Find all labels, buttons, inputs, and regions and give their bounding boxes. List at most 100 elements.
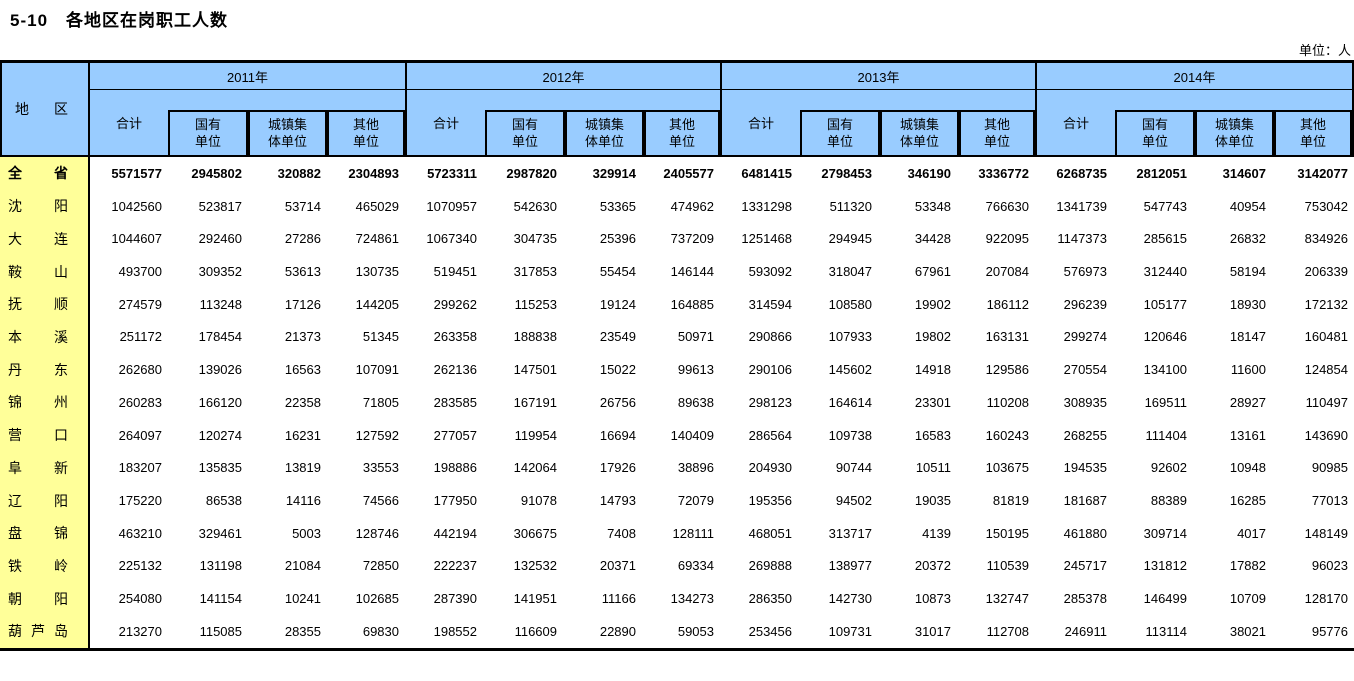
value-cell-葫芦岛-2012-other-units: 59053	[677, 623, 714, 639]
value-cell-丹东-2014-total: 270554	[1063, 362, 1107, 378]
subcolumn-header-line: 单位	[1141, 133, 1168, 149]
value-cell-朝阳-2012-urban-collective-units: 11166	[601, 591, 636, 607]
subcolumn-header-line: 单位	[194, 133, 221, 149]
subcolumn-header-total: 合计	[432, 116, 459, 131]
value-cell-朝阳-2014-other-units: 128170	[1304, 591, 1348, 607]
value-cell-大连-2014-urban-collective-units: 26832	[1229, 231, 1266, 247]
value-cell-大连-2013-state-owned-units: 294945	[828, 231, 872, 247]
value-cell-丹东-2013-urban-collective-units: 14918	[914, 362, 951, 378]
value-cell-朝阳-2011-other-units: 102685	[355, 591, 399, 607]
subcolumn-header-line: 单位	[983, 133, 1010, 149]
value-cell-葫芦岛-2011-urban-collective-units: 28355	[284, 623, 321, 639]
subcolumn-header-line: 单位	[668, 133, 695, 149]
value-cell-本溪-2013-total: 290866	[748, 329, 792, 345]
value-cell-盘锦-2011-other-units: 128746	[355, 525, 399, 541]
value-cell-辽阳-2011-state-owned-units: 86538	[205, 493, 242, 509]
value-cell-大连-2014-other-units: 834926	[1304, 231, 1348, 247]
value-cell-阜新-2012-urban-collective-units: 17926	[599, 460, 636, 476]
value-cell-全省-2014-state-owned-units: 2812051	[1136, 165, 1187, 181]
region-name-char: 沈	[8, 198, 22, 215]
value-cell-辽阳-2014-other-units: 77013	[1311, 493, 1348, 509]
value-cell-鞍山-2012-total: 519451	[433, 264, 477, 280]
year-header: 2012年	[407, 63, 720, 90]
region-name-char: 区	[54, 101, 68, 117]
value-cell-鞍山-2012-urban-collective-units: 55454	[599, 264, 636, 280]
value-cell-盘锦-2013-state-owned-units: 313717	[828, 525, 872, 541]
value-cell-丹东-2012-urban-collective-units: 15022	[599, 362, 636, 378]
value-cell-锦州-2012-state-owned-units: 167191	[513, 394, 557, 410]
subcolumn-header-urban-collective-units: 城镇集 体单位	[248, 110, 327, 155]
value-cell-大连-2011-urban-collective-units: 27286	[284, 231, 321, 247]
value-cell-丹东-2011-urban-collective-units: 16563	[284, 362, 321, 378]
subcolumn-header-line: 国有	[826, 116, 853, 132]
value-cell-阜新-2011-total: 183207	[118, 460, 162, 476]
value-cell-营口-2014-state-owned-units: 111404	[1145, 427, 1187, 443]
year-header: 2011年	[90, 63, 405, 90]
region-name-char: 岛	[54, 623, 68, 640]
region-name-char: 阳	[54, 198, 68, 215]
value-cell-沈阳-2011-urban-collective-units: 53714	[284, 198, 321, 214]
region-name-char: 葫	[8, 623, 22, 640]
value-cell-葫芦岛-2013-urban-collective-units: 31017	[914, 623, 951, 639]
value-cell-抚顺-2011-urban-collective-units: 17126	[284, 296, 321, 312]
region-name-char: 阜	[8, 459, 22, 476]
value-cell-大连-2013-urban-collective-units: 34428	[914, 231, 951, 247]
value-cell-辽阳-2011-other-units: 74566	[362, 493, 399, 509]
subcolumn-header-total: 合计	[1062, 116, 1089, 131]
value-cell-葫芦岛-2012-urban-collective-units: 22890	[599, 623, 636, 639]
region-name-char: 铁	[8, 557, 22, 574]
subcolumn-header-line: 单位	[511, 133, 538, 149]
region-name-char: 溪	[54, 328, 68, 345]
value-cell-辽阳-2014-state-owned-units: 88389	[1150, 493, 1187, 509]
subheader-row: 合计 国有 单位 城镇集 体单位 其他 单位	[407, 90, 720, 155]
value-cell-辽阳-2011-total: 175220	[118, 493, 162, 509]
value-cell-鞍山-2011-other-units: 130735	[355, 264, 399, 280]
value-cell-盘锦-2012-urban-collective-units: 7408	[607, 525, 636, 541]
value-cell-锦州-2014-urban-collective-units: 28927	[1229, 394, 1266, 410]
subcolumn-header-line: 国有	[1141, 116, 1168, 132]
region-cell-辽阳: 辽阳	[0, 484, 90, 517]
value-cell-抚顺-2012-urban-collective-units: 19124	[599, 296, 636, 312]
value-cell-阜新-2012-state-owned-units: 142064	[513, 460, 557, 476]
value-cell-铁岭-2011-urban-collective-units: 21084	[284, 558, 321, 574]
region-name-char: 顺	[54, 296, 68, 313]
value-cell-大连-2011-total: 1044607	[111, 231, 162, 247]
value-cell-阜新-2011-other-units: 33553	[362, 460, 399, 476]
value-cell-本溪-2012-total: 263358	[433, 329, 477, 345]
value-cell-葫芦岛-2014-urban-collective-units: 38021	[1229, 623, 1266, 639]
value-cell-抚顺-2011-other-units: 144205	[355, 296, 399, 312]
value-cell-丹东-2013-other-units: 129586	[985, 362, 1029, 378]
region-name-char: 口	[54, 427, 68, 444]
value-cell-全省-2013-state-owned-units: 2798453	[821, 165, 872, 181]
region-name-char: 阳	[54, 590, 68, 607]
value-cell-抚顺-2012-total: 299262	[433, 296, 477, 312]
value-cell-大连-2012-total: 1067340	[426, 231, 477, 247]
region-cell-锦州: 锦州	[0, 386, 90, 419]
year-header: 2013年	[722, 63, 1035, 90]
value-cell-抚顺-2012-other-units: 164885	[670, 296, 714, 312]
subcolumn-header-state-owned-units: 国有 单位	[168, 110, 248, 155]
value-cell-大连-2012-state-owned-units: 304735	[513, 231, 557, 247]
value-cell-朝阳-2013-urban-collective-units: 10873	[914, 591, 951, 607]
subcolumn-header-line: 国有	[511, 116, 538, 132]
value-cell-葫芦岛-2011-total: 213270	[118, 623, 162, 639]
subcolumn-header-line: 体单位	[584, 133, 624, 149]
value-cell-朝阳-2011-urban-collective-units: 10241	[284, 591, 321, 607]
value-cell-丹东-2012-other-units: 99613	[677, 362, 714, 378]
region-name-char: 丹	[8, 361, 22, 378]
value-cell-营口-2013-total: 286564	[748, 427, 792, 443]
value-cell-锦州-2014-total: 308935	[1063, 394, 1107, 410]
value-cell-朝阳-2012-total: 287390	[433, 591, 477, 607]
value-cell-本溪-2011-state-owned-units: 178454	[198, 329, 242, 345]
year-block-2012: 2012年 合计 国有 单位 城镇集 体单位 其他 单位	[405, 63, 720, 155]
value-cell-朝阳-2012-other-units: 134273	[670, 591, 714, 607]
value-cell-葫芦岛-2012-total: 198552	[433, 623, 477, 639]
subcolumn-header-urban-collective-units: 城镇集 体单位	[1195, 110, 1274, 155]
region-name-char: 芦	[31, 623, 45, 640]
value-cell-锦州-2012-urban-collective-units: 26756	[599, 394, 636, 410]
region-name-char: 盘	[8, 525, 22, 542]
subcolumn-header-other-units: 其他 单位	[959, 110, 1035, 155]
subcolumn-header-state-owned-units: 国有 单位	[485, 110, 565, 155]
value-cell-本溪-2012-other-units: 50971	[677, 329, 714, 345]
value-cell-鞍山-2012-other-units: 146144	[670, 264, 714, 280]
